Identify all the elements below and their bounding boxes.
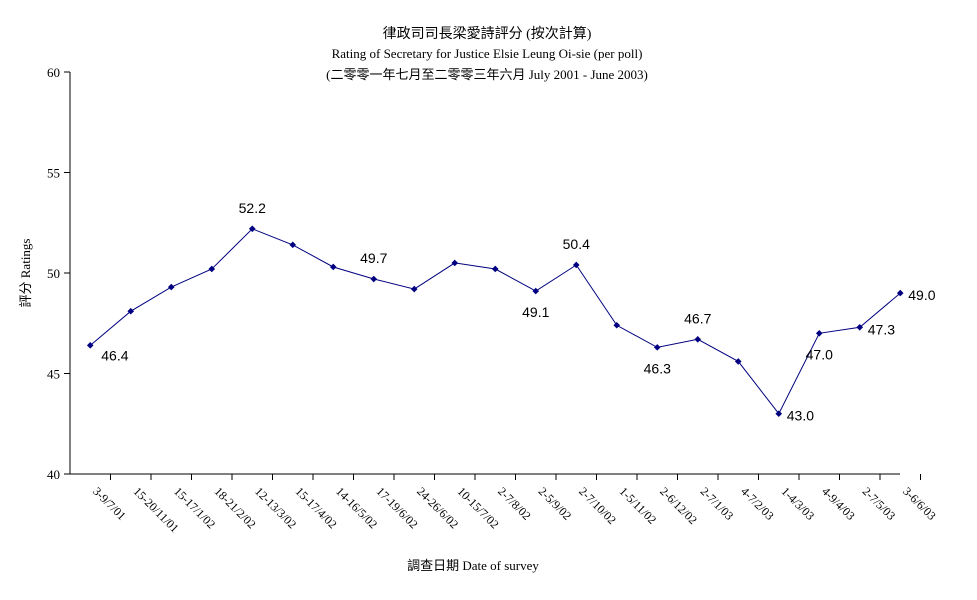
x-tick-label: 4-9/4/03 <box>819 484 858 523</box>
y-axis-label: 評分 Ratings <box>18 239 33 308</box>
data-labels: 46.4 52.2 49.7 49.1 50.4 46.3 46.7 43.0 47.0 47.3… <box>101 200 935 424</box>
data-label: 43.0 <box>787 408 814 424</box>
y-tick-label: 50 <box>47 266 60 281</box>
data-label: 46.4 <box>101 347 128 363</box>
data-label: 49.0 <box>908 287 935 303</box>
data-point <box>572 261 580 269</box>
data-label: 47.3 <box>868 321 895 337</box>
y-tick-label: 40 <box>47 467 60 482</box>
x-tick-label: 17-19/6/02 <box>374 484 421 531</box>
x-tick-label: 2-6/12/02 <box>657 484 700 527</box>
data-label: 49.7 <box>360 250 387 266</box>
data-point <box>694 336 702 343</box>
series-group <box>86 225 904 417</box>
data-point <box>532 287 540 295</box>
data-point <box>653 344 661 351</box>
data-point <box>815 330 823 337</box>
data-point <box>613 321 621 329</box>
data-label: 46.7 <box>684 310 711 326</box>
series-line <box>89 228 901 415</box>
x-tick-label: 15-17/4/02 <box>293 484 340 531</box>
x-tick-label: 1-5/11/02 <box>617 484 660 527</box>
y-tick-label: 60 <box>47 65 60 80</box>
data-label: 47.0 <box>806 346 833 362</box>
x-ticks <box>110 474 921 480</box>
x-tick-labels: 3-9/7/01 15-20/11/0115-17/1/0218-21/2/021… <box>90 484 939 535</box>
data-point <box>167 283 175 291</box>
data-label: 52.2 <box>239 200 266 216</box>
data-point <box>86 342 94 349</box>
x-tick-label: 3-6/6/03 <box>900 484 939 523</box>
chart-title: 律政司司長梁愛詩評分 (按次計算) <box>383 26 592 42</box>
data-point <box>370 275 378 283</box>
data-label: 50.4 <box>563 236 590 252</box>
x-tick-label: 14-16/5/02 <box>333 484 380 531</box>
data-point <box>289 241 297 249</box>
y-ticks: 40 45 50 55 60 <box>47 65 70 482</box>
x-tick-label: 2-7/1/03 <box>698 484 737 523</box>
x-tick-label: 1-4/3/03 <box>779 484 818 523</box>
data-point <box>734 358 742 365</box>
x-tick-label: 2-7/5/03 <box>860 484 899 523</box>
x-tick-label: 4-7/2/03 <box>738 484 777 523</box>
chart-period: (二零零一年七月至二零零三年六月 July 2001 - June 2003) <box>326 67 648 82</box>
y-tick-label: 45 <box>47 367 60 382</box>
data-point <box>208 265 216 273</box>
data-point <box>248 225 256 233</box>
x-tick-label: 12-13/3/02 <box>252 484 299 531</box>
data-point <box>410 285 418 293</box>
chart-subtitle: Rating of Secretary for Justice Elsie Le… <box>332 46 643 61</box>
x-tick-label: 3-9/7/01 <box>90 484 129 523</box>
data-point <box>127 307 135 315</box>
x-tick-label: 2-7/8/02 <box>495 484 534 523</box>
x-tick-label: 2-7/10/02 <box>576 484 619 527</box>
data-label: 49.1 <box>522 304 549 320</box>
data-point <box>856 323 864 331</box>
data-point <box>775 410 783 417</box>
x-axis-label: 調查日期 Date of survey <box>407 558 539 573</box>
data-point <box>329 263 337 271</box>
data-point <box>451 259 459 267</box>
data-label: 46.3 <box>644 360 671 376</box>
data-point <box>896 289 904 297</box>
x-tick-label: 10-15/7/02 <box>455 484 502 531</box>
y-tick-label: 55 <box>47 166 60 181</box>
data-point <box>491 265 499 273</box>
x-tick-label: 18-21/2/02 <box>212 484 259 531</box>
x-tick-label: 24-26/6/02 <box>414 484 461 531</box>
x-tick-label: 2-5/9/02 <box>536 484 575 523</box>
